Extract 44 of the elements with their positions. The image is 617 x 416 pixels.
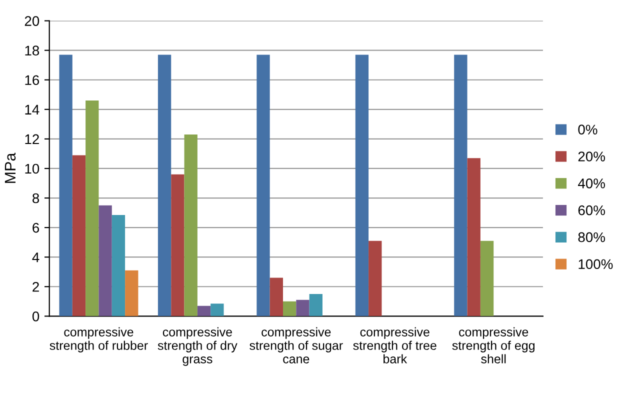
bar	[59, 54, 72, 316]
y-tick-label: 4	[32, 252, 40, 262]
bar	[296, 300, 310, 316]
legend-label: 100%	[578, 259, 613, 270]
bar	[98, 205, 112, 316]
y-tick-label: 12	[25, 134, 39, 144]
bar	[197, 306, 211, 316]
x-tick-label: compressive strength of sugar cane	[250, 327, 343, 364]
bar	[270, 278, 283, 316]
bar	[86, 100, 99, 316]
bar	[256, 54, 270, 316]
bar	[184, 134, 198, 316]
bar	[480, 240, 494, 316]
bar	[125, 270, 138, 316]
x-tick-label: compressive strength of tree bark	[353, 327, 436, 364]
legend-label: 40%	[578, 178, 605, 188]
y-tick-label: 20	[24, 16, 40, 26]
y-axis-title: MPa	[4, 152, 16, 183]
bar	[454, 54, 468, 316]
x-tick-label: compressive strength of dry grass	[158, 327, 238, 366]
x-tick-label: compressive strength of rubber	[50, 327, 148, 352]
y-tick-label: 2	[32, 282, 39, 292]
bar	[309, 294, 322, 316]
y-tick-label: 0	[32, 311, 40, 322]
bar	[282, 301, 296, 316]
y-tick-label: 10	[25, 164, 40, 174]
bar	[171, 174, 184, 316]
bar	[112, 215, 126, 316]
y-tick-label: 8	[32, 193, 40, 204]
bar	[72, 155, 86, 316]
y-tick-label: 14	[25, 104, 40, 114]
legend-label: 60%	[578, 205, 605, 216]
bar	[158, 54, 172, 316]
legend-label: 20%	[578, 152, 605, 162]
y-tick-label: 18	[25, 46, 40, 56]
y-tick-label: 16	[25, 75, 40, 86]
legend-label: 80%	[578, 232, 605, 242]
x-tick-label: compressive strength of egg shell	[452, 327, 534, 364]
bar	[467, 158, 480, 316]
legend-label: 0%	[578, 124, 598, 135]
y-tick-label: 6	[32, 222, 40, 233]
bar	[210, 304, 224, 316]
bar	[355, 54, 369, 316]
bar	[368, 240, 382, 316]
